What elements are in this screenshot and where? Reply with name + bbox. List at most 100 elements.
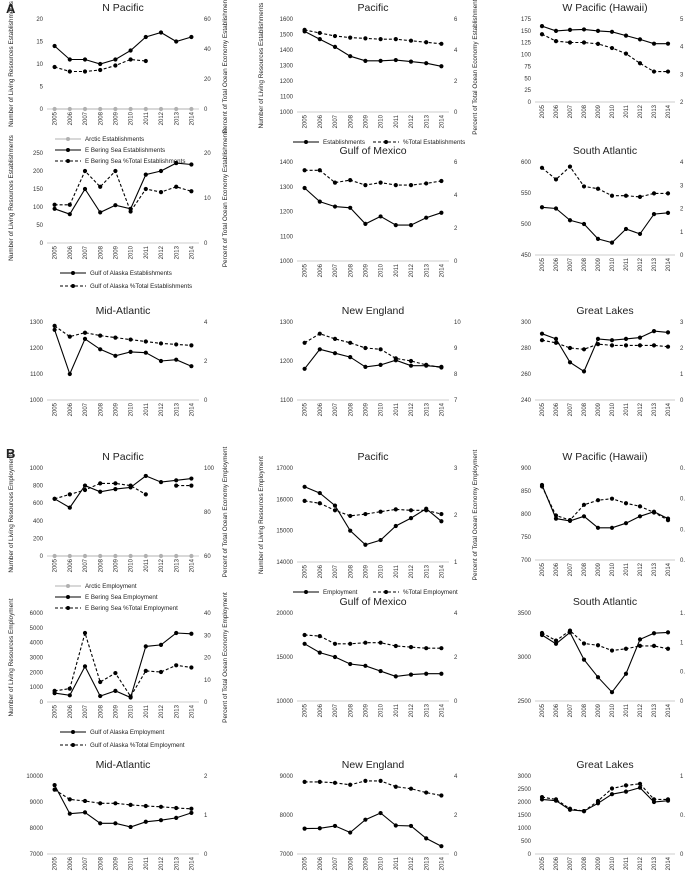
data-point xyxy=(189,483,194,488)
data-point xyxy=(363,817,368,822)
data-point xyxy=(348,782,353,787)
y-tick-label: 14000 xyxy=(276,560,293,566)
series-line xyxy=(54,631,192,698)
data-point xyxy=(609,240,615,245)
y2-tick-label: 2 xyxy=(454,513,458,519)
x-tick-label: 2010 xyxy=(379,703,385,717)
y2-tick-label: 0.5 xyxy=(680,670,685,676)
y-tick-label: 750 xyxy=(521,535,532,541)
data-point xyxy=(581,502,587,507)
data-point xyxy=(332,508,338,513)
x-tick-label: 2008 xyxy=(98,856,104,870)
data-point xyxy=(581,809,587,814)
y2-tick-label: 2 xyxy=(680,346,684,352)
data-point xyxy=(393,784,398,789)
series-line xyxy=(304,812,442,847)
y-tick-label: 1400 xyxy=(280,48,294,54)
data-point xyxy=(174,39,179,44)
data-point xyxy=(52,106,57,112)
data-point xyxy=(623,646,629,651)
data-point xyxy=(332,654,338,660)
y-tick-label: 5 xyxy=(40,85,44,91)
legend-label: E Bering Sea %Total Employment xyxy=(85,605,178,612)
x-tick-label: 2011 xyxy=(624,257,630,271)
x-tick-label: 2010 xyxy=(379,402,385,416)
data-point xyxy=(143,106,148,112)
data-point xyxy=(302,779,307,784)
data-point xyxy=(82,330,88,335)
x-tick-label: 2006 xyxy=(554,856,560,870)
x-tick-label: 2005 xyxy=(540,257,546,271)
y-tick-label: 0 xyxy=(40,554,44,560)
data-point xyxy=(128,694,133,699)
x-tick-label: 2007 xyxy=(83,704,89,718)
data-point xyxy=(439,210,444,215)
data-point xyxy=(82,106,88,112)
x-tick-label: 2008 xyxy=(98,111,104,125)
chart-b4: 2005 2006 2007 2008 2009 2010 2011 2012 2013 2014… xyxy=(8,592,229,749)
x-tick-label: 2010 xyxy=(129,704,135,718)
data-point xyxy=(609,792,615,797)
data-point xyxy=(665,630,671,635)
series-line xyxy=(541,631,669,694)
y-tick-label: 8000 xyxy=(280,813,294,819)
legend-label: Gulf of Alaska Establishments xyxy=(90,270,172,277)
chart-title: South Atlantic xyxy=(573,145,637,157)
legend-marker xyxy=(66,159,70,163)
y2-tick-label: 7 xyxy=(454,398,458,404)
y-tick-label: 2000 xyxy=(518,800,532,806)
y2-tick-label: 0 xyxy=(204,241,208,247)
y2-tick-label: 10 xyxy=(204,196,211,202)
x-tick-label: 2009 xyxy=(596,703,602,717)
data-point xyxy=(317,168,322,173)
series-line xyxy=(304,643,442,677)
x-tick-label: 2006 xyxy=(318,114,324,128)
legend-label: Gulf of Alaska %Total Employment xyxy=(90,742,185,749)
chart-title: W Pacific (Hawaii) xyxy=(562,451,647,463)
y-tick-label: 2500 xyxy=(518,699,532,705)
data-point xyxy=(439,41,444,46)
x-tick-label: 2010 xyxy=(379,263,385,277)
data-point xyxy=(553,336,559,341)
data-point xyxy=(595,336,601,341)
x-tick-label: 2009 xyxy=(364,402,370,416)
y2-tick-label: 10 xyxy=(204,678,211,684)
data-point xyxy=(609,343,615,348)
data-point xyxy=(665,797,671,802)
y-tick-label: 2000 xyxy=(30,670,44,676)
data-point xyxy=(348,641,353,646)
legend-label: Employment xyxy=(323,589,358,596)
data-point xyxy=(317,331,322,336)
y-tick-label: 150 xyxy=(33,187,44,193)
data-point xyxy=(143,34,148,40)
data-point xyxy=(424,790,429,795)
data-point xyxy=(158,30,164,35)
data-point xyxy=(665,210,671,215)
data-point xyxy=(143,339,148,344)
data-point xyxy=(113,481,118,486)
data-point xyxy=(143,819,148,824)
x-tick-label: 2013 xyxy=(174,558,180,572)
x-tick-label: 2007 xyxy=(83,111,89,125)
x-tick-label: 2008 xyxy=(582,856,588,870)
y2-tick-label: 2 xyxy=(454,226,458,232)
y2-tick-label: 6 xyxy=(454,17,458,23)
y2-tick-label: 80 xyxy=(204,510,211,516)
data-point xyxy=(393,507,398,512)
y-tick-label: 1000 xyxy=(30,466,44,472)
y2-tick-label: 0 xyxy=(454,110,458,116)
data-point xyxy=(567,164,573,169)
x-tick-label: 2005 xyxy=(53,704,59,718)
data-point xyxy=(581,657,587,662)
data-point xyxy=(332,641,338,646)
x-tick-label: 2007 xyxy=(333,402,339,416)
x-tick-label: 2013 xyxy=(174,856,180,870)
data-point xyxy=(651,343,657,348)
data-point xyxy=(567,806,573,811)
x-tick-label: 2008 xyxy=(348,703,354,717)
x-tick-label: 2014 xyxy=(666,703,672,717)
data-point xyxy=(637,37,643,42)
y2-tick-label: 0.7 xyxy=(680,527,685,533)
